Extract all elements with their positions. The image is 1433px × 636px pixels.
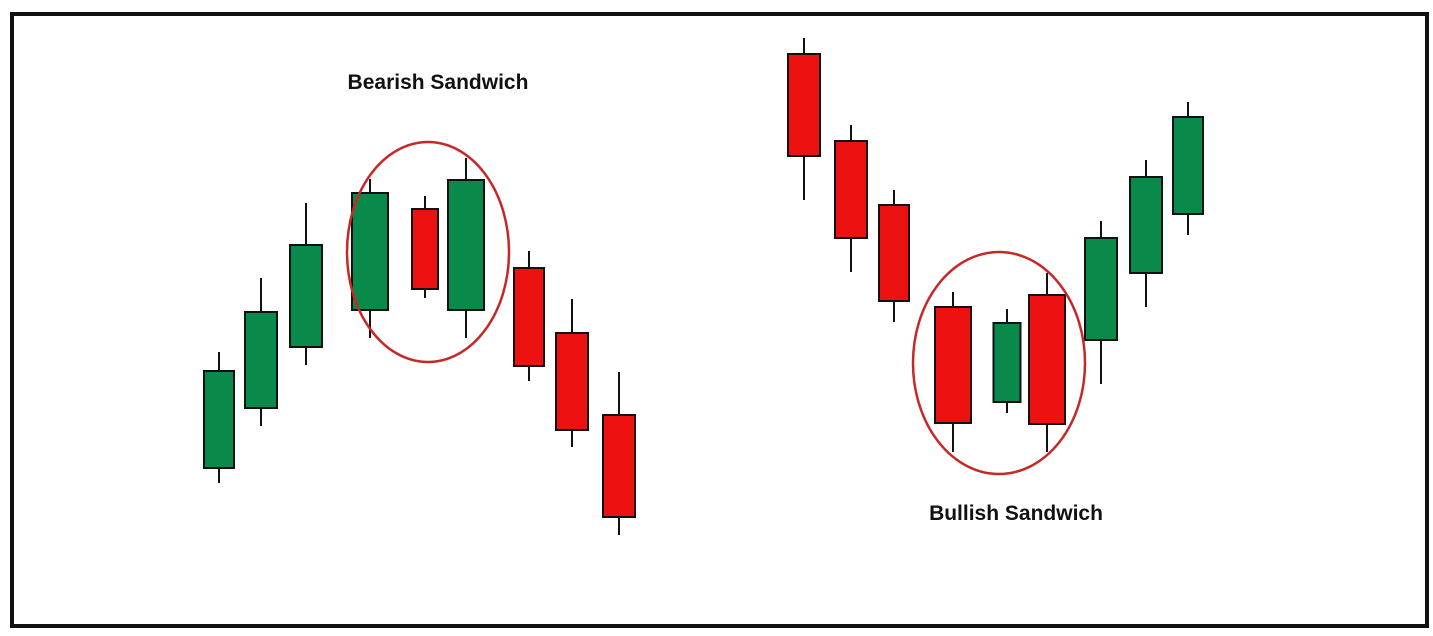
- candle-body: [602, 414, 636, 518]
- candle-body: [244, 311, 278, 409]
- bullish-sandwich-candle-6-bearish: [1028, 273, 1066, 452]
- bearish-sandwich-candle-8-bearish: [555, 299, 589, 447]
- bullish-sandwich-candle-1-bearish: [787, 38, 821, 200]
- bearish-sandwich-candle-9-bearish: [602, 372, 636, 535]
- candle-body: [555, 332, 589, 431]
- candle-body: [203, 370, 235, 469]
- candle-body: [1028, 294, 1066, 425]
- candles-layer: [203, 38, 1204, 535]
- bullish-sandwich-highlight-ellipse: [911, 250, 1087, 476]
- candle-body: [513, 267, 545, 367]
- candle-body: [878, 204, 910, 302]
- candle-body: [411, 208, 439, 290]
- bullish-sandwich-candle-7-bullish: [1084, 221, 1118, 384]
- bullish-sandwich-candle-5-bullish: [992, 309, 1022, 413]
- bullish-sandwich-candle-4-bearish: [934, 292, 972, 452]
- candle-body: [289, 244, 323, 348]
- bearish-sandwich-candle-1-bullish: [203, 352, 235, 483]
- bearish-sandwich-candle-4-bullish: [351, 179, 389, 338]
- bearish-sandwich-candle-7-bearish: [513, 251, 545, 381]
- candle-body: [351, 192, 389, 311]
- candle-body: [787, 53, 821, 157]
- candle-body: [1129, 176, 1163, 274]
- bearish-sandwich-highlight-ellipse: [345, 140, 511, 364]
- bullish-sandwich-candle-8-bullish: [1129, 160, 1163, 307]
- bearish-sandwich-candle-5-bearish: [411, 196, 439, 298]
- candle-body: [934, 306, 972, 424]
- highlights-layer: [345, 140, 1087, 476]
- candle-body: [1084, 237, 1118, 341]
- bearish-sandwich-candle-3-bullish: [289, 203, 323, 365]
- bearish-sandwich-label: Bearish Sandwich: [348, 71, 529, 94]
- bullish-sandwich-label: Bullish Sandwich: [929, 502, 1103, 525]
- candle-body: [1172, 116, 1204, 215]
- bearish-sandwich-candle-6-bullish: [447, 158, 485, 338]
- candle-body: [834, 140, 868, 239]
- bullish-sandwich-candle-3-bearish: [878, 190, 910, 322]
- bullish-sandwich-candle-9-bullish: [1172, 102, 1204, 235]
- bearish-sandwich-candle-2-bullish: [244, 278, 278, 426]
- candle-body: [992, 322, 1022, 403]
- bullish-sandwich-candle-2-bearish: [834, 125, 868, 272]
- candle-body: [447, 179, 485, 311]
